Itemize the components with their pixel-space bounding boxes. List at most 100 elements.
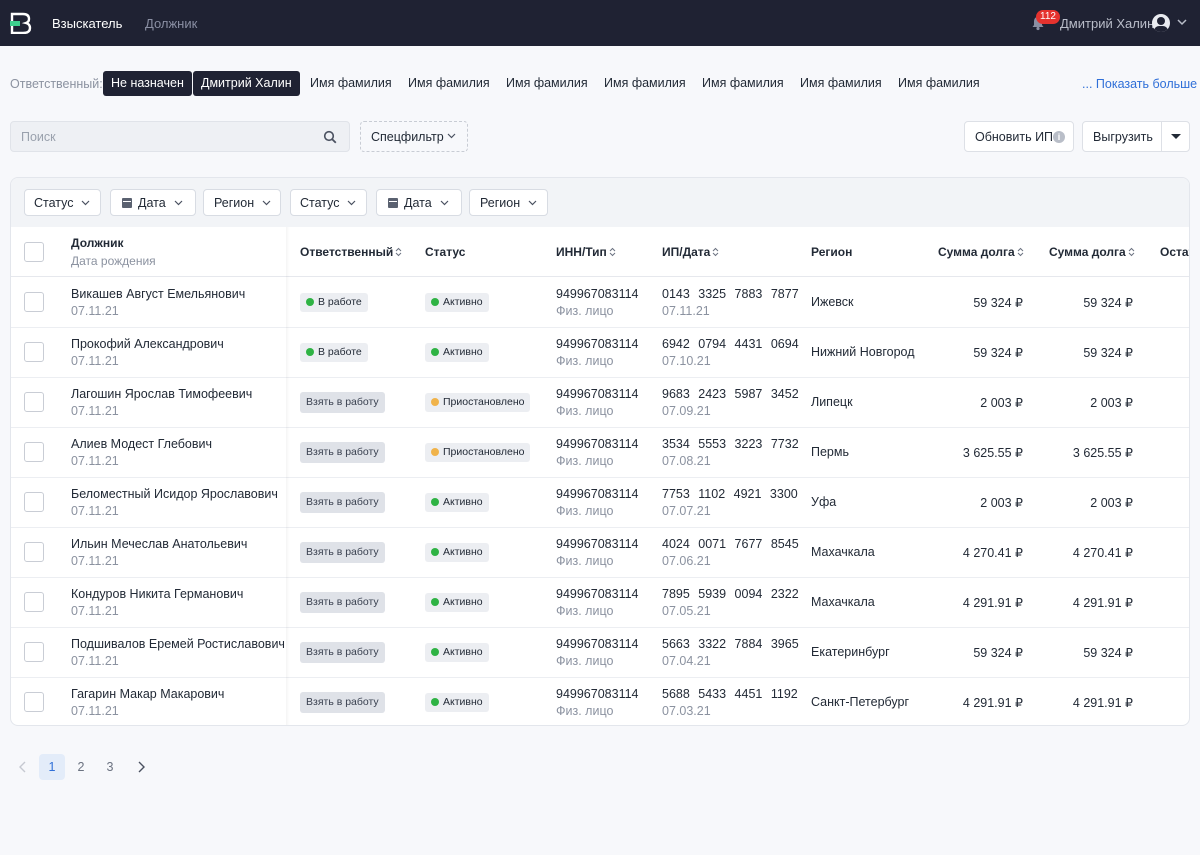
table-row[interactable]: Ильин Мечеслав Анатольевич 07.11.21 Взять … [11,528,1189,578]
table-row[interactable]: Алиев Модест Глебович 07.11.21 Взять в раб… [11,428,1189,478]
responsible-chip[interactable]: Имя фамилия [800,76,882,90]
row-checkbox[interactable] [24,592,44,612]
status-dot [431,298,439,306]
show-more-link[interactable]: ... Показать больше [1082,77,1198,91]
take-to-work-button[interactable]: Взять в работу [300,592,385,613]
caret-down-icon[interactable] [1171,134,1181,139]
responsible-chip[interactable]: Имя фамилия [702,76,784,90]
take-to-work-button[interactable]: Взять в работу [300,542,385,563]
table-row[interactable]: Кондуров Никита Германович 07.11.21 Взять … [11,578,1189,628]
debtor-name[interactable]: Гагарин Макар Макарович [71,687,225,701]
ip-date: 07.05.21 [662,604,711,618]
table-row[interactable]: Гагарин Макар Макарович 07.11.21 Взять в р… [11,678,1189,725]
sort-icon[interactable] [712,247,719,257]
region-value: Нижний Новгород [811,345,915,359]
filter-date[interactable]: Дата [376,189,462,216]
debtor-name[interactable]: Лагошин Ярослав Тимофеевич [71,387,253,401]
table-row[interactable]: Лагошин Ярослав Тимофеевич 07.11.21 Взять … [11,378,1189,428]
responsible-chip[interactable]: Имя фамилия [898,76,980,90]
column-header-debt-sum[interactable]: Сумма долга [938,245,1024,259]
debt-sum: 4 291.91 ₽ [1072,696,1133,710]
nav-tab-debtor[interactable]: Должник [145,16,198,31]
row-checkbox[interactable] [24,342,44,362]
page-button[interactable]: 2 [77,760,85,774]
person-type: Физ. лицо [556,354,614,368]
app-logo-icon[interactable] [10,12,32,34]
debtor-name[interactable]: Алиев Модест Глебович [71,437,213,451]
inn-value: 949967083114 [556,587,639,601]
table-row[interactable]: Беломестный Исидор Ярославович 07.11.21 Вз… [11,478,1189,528]
column-header-ip[interactable]: ИП/Дата [662,245,719,259]
status-badge: Активно [425,543,489,562]
debt-sum: 2 003 ₽ [980,396,1023,410]
person-type: Физ. лицо [556,304,614,318]
filter-status[interactable]: Статус [290,189,367,216]
search-icon[interactable] [323,130,337,144]
select-all-checkbox[interactable] [24,242,44,262]
responsible-chip[interactable]: Имя фамилия [604,76,686,90]
user-name[interactable]: Дмитрий Халин [1060,16,1155,31]
responsible-chip-unassigned[interactable]: Не назначен [103,71,192,96]
take-to-work-button[interactable]: Взять в работу [300,642,385,663]
sort-icon[interactable] [1128,247,1135,257]
filter-date[interactable]: Дата [110,189,196,216]
debtor-name[interactable]: Кондуров Никита Германович [71,587,244,601]
ip-number: 0143 3325 7883 7877 [662,287,799,301]
take-to-work-button[interactable]: Взять в работу [300,392,385,413]
responsible-chip-user[interactable]: Дмитрий Халин [193,71,300,96]
status-dot [306,348,314,356]
export-button[interactable]: Выгрузить [1082,121,1190,152]
sort-icon[interactable] [395,247,402,257]
take-to-work-button[interactable]: Взять в работу [300,492,385,513]
nav-tab-claimant[interactable]: Взыскатель [52,16,123,31]
table-row[interactable]: Викашев Август Емельянович 07.11.21 В рабо… [11,278,1189,328]
debtor-dob: 07.11.21 [71,704,119,718]
column-header-debt-sum[interactable]: Сумма долга [1049,245,1135,259]
table-row[interactable]: Прокофий Александрович 07.11.21 В работе Ак… [11,328,1189,378]
person-type: Физ. лицо [556,404,614,418]
row-checkbox[interactable] [24,692,44,712]
row-checkbox[interactable] [24,492,44,512]
responsible-chip[interactable]: Имя фамилия [506,76,588,90]
chevron-right-icon[interactable] [134,760,148,774]
responsible-chip[interactable]: Имя фамилия [408,76,490,90]
filter-status[interactable]: Статус [24,189,101,216]
status-text: Активно [443,696,483,708]
debtor-name[interactable]: Прокофий Александрович [71,337,224,351]
sort-icon[interactable] [1017,247,1024,257]
search-input[interactable] [21,122,311,151]
column-header-inn[interactable]: ИНН/Тип [556,245,616,259]
avatar[interactable] [1152,14,1170,32]
filter-region[interactable]: Регион [469,189,548,216]
chevron-down-icon[interactable] [1176,16,1188,28]
specfilter-dropdown[interactable]: Спецфильтр [360,121,468,152]
debtor-name[interactable]: Викашев Август Емельянович [71,287,246,301]
take-to-work-button[interactable]: Взять в работу [300,442,385,463]
update-ip-button[interactable]: Обновить ИП i [964,121,1074,152]
update-ip-label: Обновить ИП [975,130,1054,144]
responsible-chip[interactable]: Имя фамилия [310,76,392,90]
specfilter-label: Спецфильтр [371,130,444,144]
row-checkbox[interactable] [24,442,44,462]
column-shadow [286,227,290,725]
column-header-responsible[interactable]: Ответственный [300,245,402,259]
responsible-badge: В работе [300,293,368,312]
table-row[interactable]: Подшивалов Еремей Ростиславович 07.11.21 В… [11,628,1189,678]
filter-region[interactable]: Регион [203,189,281,216]
row-checkbox[interactable] [24,542,44,562]
ip-date: 07.10.21 [662,354,711,368]
take-to-work-button[interactable]: Взять в работу [300,692,385,713]
debt-sum: 59 324 ₽ [973,296,1023,310]
page-button[interactable]: 1 [39,754,65,780]
row-checkbox[interactable] [24,292,44,312]
chevron-left-icon[interactable] [16,760,30,774]
responsible-text: В работе [318,346,362,358]
sort-icon[interactable] [609,247,616,257]
debtor-name[interactable]: Беломестный Исидор Ярославович [71,487,278,501]
row-checkbox[interactable] [24,642,44,662]
status-text: Активно [443,546,483,558]
row-checkbox[interactable] [24,392,44,412]
page-button[interactable]: 3 [106,760,114,774]
debtor-name[interactable]: Подшивалов Еремей Ростиславович [71,637,285,651]
debtor-name[interactable]: Ильин Мечеслав Анатольевич [71,537,248,551]
